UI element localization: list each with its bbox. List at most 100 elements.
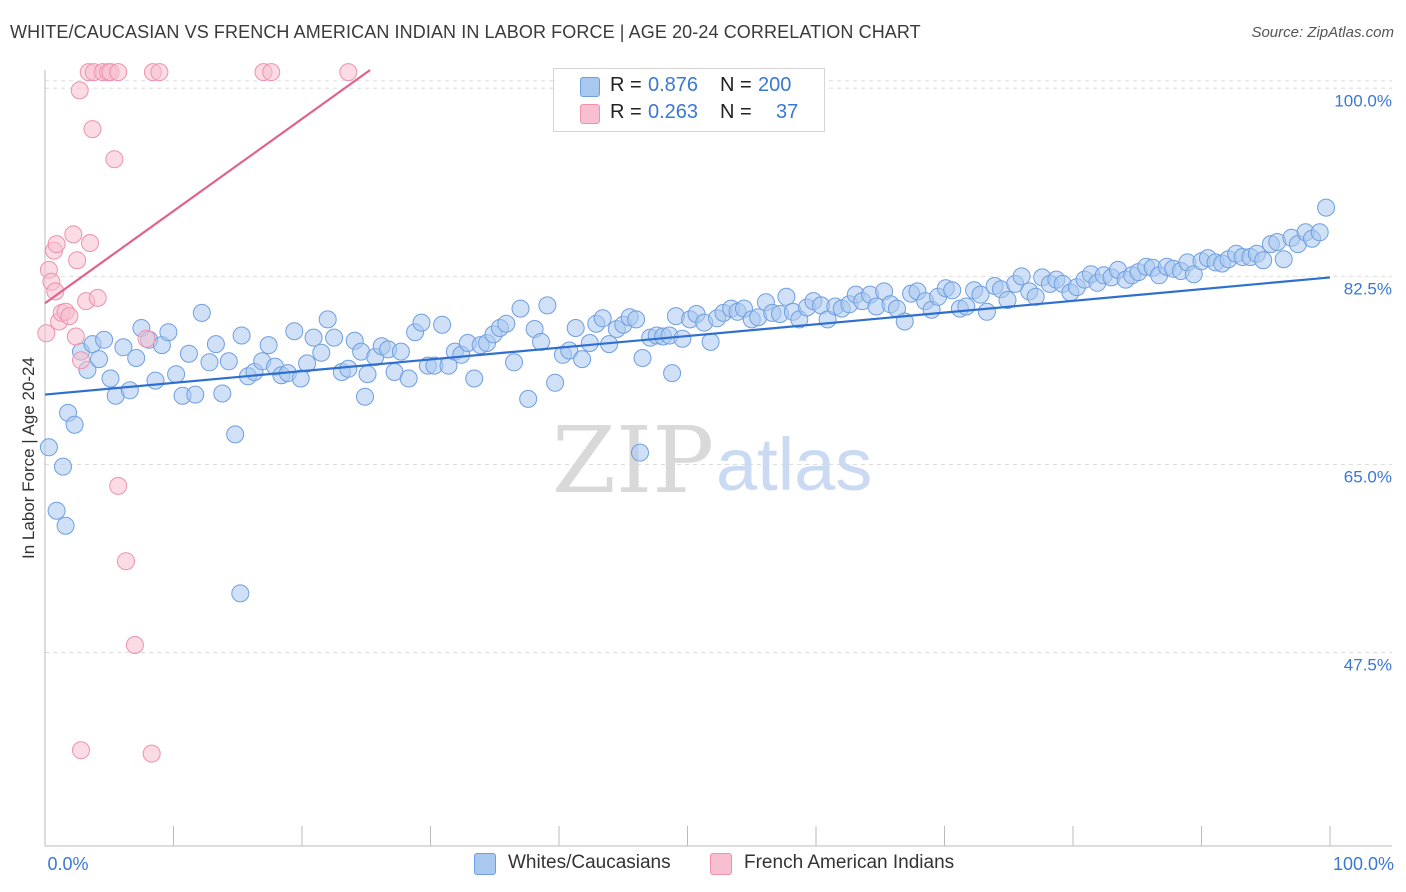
french-american-indian-point <box>117 552 135 571</box>
legend-n-value: 200 <box>758 74 792 96</box>
legend-n-label: N = <box>720 101 752 123</box>
axes <box>44 70 1392 847</box>
x-tick-label-end: 100.0% <box>1333 854 1394 874</box>
bottom-legend-swatch-blue <box>474 853 496 875</box>
whites-point <box>339 359 358 378</box>
french-american-indian-point <box>109 476 128 495</box>
whites-point <box>631 443 649 462</box>
whites-point <box>219 352 238 371</box>
tick-labels: 100.0% 82.5% 65.0% 47.5% 0.0% 100.0% <box>47 91 1394 874</box>
whites-point <box>777 287 796 306</box>
legend-swatch-pink <box>580 104 600 124</box>
whites-point <box>580 334 599 352</box>
whites-point <box>120 381 139 400</box>
whites-point <box>114 338 133 357</box>
whites-point <box>633 349 652 367</box>
whites-point <box>511 299 530 318</box>
series-french-american-indians-points <box>37 63 358 763</box>
gridlines <box>45 80 1392 654</box>
whites-point <box>186 385 205 404</box>
french-american-indian-point <box>46 282 65 301</box>
whites-point <box>663 364 682 383</box>
whites-point <box>179 344 198 363</box>
whites-point <box>159 323 178 342</box>
watermark-atlas: atlas <box>716 423 872 506</box>
french-american-indian-point <box>88 288 107 307</box>
whites-point <box>56 516 75 535</box>
y-axis-label: In Labor Force | Age 20-24 <box>19 357 38 559</box>
french-trend-line <box>44 69 371 305</box>
y-tick-label: 82.5% <box>1344 279 1392 298</box>
french-american-indian-point <box>60 307 79 326</box>
trend-lines <box>44 69 1331 396</box>
bottom-legend-label-french: French American Indians <box>744 852 955 873</box>
whites-point <box>391 342 410 361</box>
whites-point <box>1310 223 1329 242</box>
whites-point <box>943 281 962 300</box>
whites-point <box>1274 250 1293 269</box>
whites-point <box>65 415 84 434</box>
whites-point <box>433 315 452 334</box>
french-american-indian-point <box>37 324 56 343</box>
stats-legend: R = 0.876 N = 200 R = 0.263 N = 37 <box>553 68 825 132</box>
french-american-indian-point <box>72 741 90 760</box>
whites-point <box>1317 198 1336 217</box>
whites-point <box>505 353 523 372</box>
whites-point <box>1012 267 1031 286</box>
y-tick-label: 100.0% <box>1334 91 1392 110</box>
whites-point <box>101 369 120 388</box>
french-american-indian-point <box>339 63 358 82</box>
french-american-indian-point <box>64 225 83 244</box>
whites-point <box>298 354 317 373</box>
whites-point <box>291 369 310 388</box>
whites-point <box>957 297 976 316</box>
bottom-legend-label-whites: Whites/Caucasians <box>508 852 671 873</box>
whites-point <box>971 285 990 304</box>
whites-point <box>465 369 484 388</box>
whites-point <box>200 353 219 372</box>
whites-point <box>977 302 996 321</box>
whites-point <box>546 373 565 392</box>
whites-point <box>206 335 225 354</box>
whites-point <box>673 329 692 348</box>
whites-point <box>39 438 58 457</box>
french-american-indian-point <box>125 636 144 654</box>
whites-point <box>399 369 418 388</box>
whites-point <box>232 326 251 345</box>
whites-point <box>47 501 66 520</box>
whites-point <box>192 303 211 322</box>
french-american-indian-point <box>47 235 66 254</box>
whites-point <box>566 319 585 337</box>
whites-point <box>90 350 108 369</box>
whites-point <box>285 322 304 341</box>
french-american-indian-point <box>137 329 156 348</box>
whites-point <box>54 457 72 476</box>
bottom-legend-swatch-pink <box>710 853 732 875</box>
whites-point <box>1254 251 1273 270</box>
whites-point <box>573 350 592 369</box>
whites-point <box>998 291 1017 309</box>
watermark: ZIP atlas <box>552 407 872 514</box>
legend-swatch-blue <box>580 77 600 97</box>
french-american-indian-point <box>109 63 128 82</box>
french-american-indian-point <box>262 63 281 82</box>
legend-n-value: 37 <box>776 101 799 123</box>
legend-r-label: R = <box>610 101 642 123</box>
whites-point <box>593 309 612 328</box>
whites-point <box>412 313 431 332</box>
whites-point <box>167 365 186 384</box>
watermark-zip: ZIP <box>552 407 714 514</box>
french-american-indian-point <box>72 351 90 370</box>
whites-point <box>226 425 245 444</box>
series-whites-points <box>39 198 1336 603</box>
whites-point <box>318 310 337 329</box>
whites-point <box>312 343 331 362</box>
x-tick-label-start: 0.0% <box>47 854 88 874</box>
whites-point <box>358 365 377 384</box>
whites-point <box>213 384 232 403</box>
whites-point <box>497 314 516 333</box>
whites-point <box>519 389 538 408</box>
french-american-indian-point <box>66 327 85 346</box>
french-american-indian-point <box>81 234 99 252</box>
